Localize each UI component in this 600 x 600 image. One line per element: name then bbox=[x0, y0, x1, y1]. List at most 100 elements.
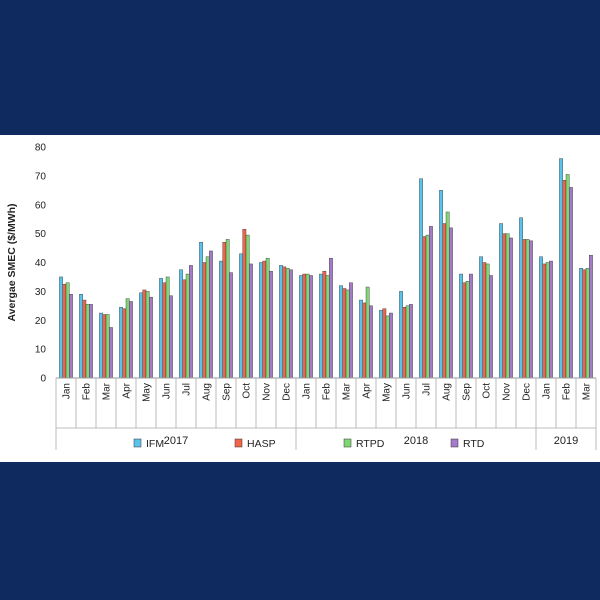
bar-rtd bbox=[129, 301, 133, 379]
bar-hasp bbox=[362, 302, 367, 379]
bar-ifm bbox=[99, 312, 103, 379]
bar-rtpd bbox=[545, 262, 550, 379]
bar-hasp bbox=[162, 282, 167, 379]
bar-hasp bbox=[502, 233, 507, 379]
bar-rtd bbox=[509, 237, 513, 379]
x-tick-label: Jul bbox=[182, 383, 193, 396]
legend-label-ifm: IFM bbox=[146, 438, 164, 450]
x-tick-label: Jul bbox=[422, 383, 433, 396]
bar-hasp bbox=[122, 308, 127, 379]
x-tick-label: Aug bbox=[202, 383, 213, 401]
bar-ifm bbox=[119, 307, 123, 379]
bar-rtd bbox=[329, 257, 333, 379]
legend-swatch-rtpd bbox=[343, 438, 352, 448]
bar-rtd bbox=[469, 273, 473, 379]
bar-rtd bbox=[589, 255, 593, 379]
bar-ifm bbox=[559, 158, 563, 379]
bar-rtpd bbox=[425, 234, 430, 379]
bar-rtd bbox=[69, 294, 73, 379]
year-label: 2018 bbox=[404, 435, 428, 447]
bar-ifm bbox=[419, 178, 423, 379]
x-tick-label: Nov bbox=[502, 383, 513, 401]
bar-hasp bbox=[302, 273, 307, 379]
x-tick-label: Oct bbox=[482, 383, 493, 399]
bar-rtpd bbox=[225, 239, 230, 379]
bar-rtpd bbox=[65, 282, 70, 379]
bar-hasp bbox=[102, 314, 107, 379]
bar-rtd bbox=[269, 270, 273, 379]
x-tick-label: Mar bbox=[102, 382, 113, 400]
bar-rtd bbox=[529, 240, 533, 379]
bar-rtpd bbox=[85, 304, 90, 379]
bar-rtpd bbox=[345, 289, 350, 379]
bar-ifm bbox=[439, 190, 443, 379]
x-tick-label: Mar bbox=[342, 382, 353, 400]
bar-rtpd bbox=[465, 281, 470, 379]
bar-ifm bbox=[159, 278, 163, 379]
y-tick-label: 70 bbox=[35, 171, 47, 182]
bar-ifm bbox=[499, 223, 503, 379]
bar-ifm bbox=[319, 273, 323, 379]
bar-hasp bbox=[342, 288, 347, 379]
bar-rtpd bbox=[285, 268, 290, 379]
x-tick-label: Oct bbox=[242, 383, 253, 399]
bar-rtpd bbox=[325, 275, 330, 379]
bar-hasp bbox=[222, 242, 227, 379]
bar-ifm bbox=[299, 275, 303, 379]
bar-rtpd bbox=[145, 291, 150, 379]
bar-rtpd bbox=[105, 314, 110, 379]
y-tick-label: 20 bbox=[35, 316, 47, 327]
bar-ifm bbox=[359, 299, 363, 379]
x-tick-label: Apr bbox=[122, 382, 133, 398]
bar-rtd bbox=[369, 305, 373, 379]
bar-ifm bbox=[239, 253, 243, 379]
bar-hasp bbox=[482, 262, 487, 379]
y-tick-label: 60 bbox=[35, 200, 47, 211]
bar-ifm bbox=[139, 292, 143, 379]
y-axis-title: Avergae SMEC ($/MWh) bbox=[6, 203, 18, 321]
bar-rtpd bbox=[565, 174, 570, 379]
year-label: 2017 bbox=[164, 435, 188, 447]
x-tick-label: Aug bbox=[442, 383, 453, 401]
bar-rtd bbox=[89, 304, 93, 379]
bar-hasp bbox=[202, 262, 207, 379]
bar-hasp bbox=[542, 263, 547, 379]
bar-hasp bbox=[382, 308, 387, 379]
legend-swatch-hasp bbox=[234, 438, 243, 448]
x-tick-label: Jan bbox=[542, 383, 553, 399]
bar-rtpd bbox=[165, 276, 170, 379]
x-tick-label: Apr bbox=[362, 382, 373, 398]
bar-rtd bbox=[229, 272, 233, 379]
bar-rtd bbox=[189, 265, 193, 379]
x-tick-label: Sep bbox=[462, 383, 473, 401]
legend-label-hasp: HASP bbox=[247, 438, 276, 450]
x-tick-label: Jun bbox=[162, 383, 173, 399]
bar-rtd bbox=[249, 263, 253, 379]
bar-rtd bbox=[349, 282, 353, 379]
bar-hasp bbox=[402, 307, 407, 379]
bar-ifm bbox=[539, 256, 543, 379]
bar-rtd bbox=[309, 275, 313, 379]
x-tick-label: Sep bbox=[222, 383, 233, 401]
bar-rtpd bbox=[485, 263, 490, 379]
bar-hasp bbox=[142, 289, 147, 379]
bar-rtd bbox=[169, 295, 173, 379]
bar-rtd bbox=[449, 227, 453, 379]
bar-ifm bbox=[579, 268, 583, 379]
bar-ifm bbox=[479, 256, 483, 379]
bar-ifm bbox=[279, 265, 283, 379]
y-tick-label: 80 bbox=[35, 143, 47, 154]
x-tick-label: Mar bbox=[582, 382, 593, 400]
legend-swatch-rtd bbox=[450, 438, 459, 448]
bar-hasp bbox=[562, 180, 567, 379]
bar-rtpd bbox=[245, 234, 250, 379]
year-label: 2019 bbox=[554, 435, 578, 447]
bar-rtpd bbox=[265, 257, 270, 379]
bar-rtpd bbox=[305, 273, 310, 379]
bar-rtpd bbox=[185, 273, 190, 379]
bar-hasp bbox=[82, 299, 87, 379]
bar-rtd bbox=[149, 296, 153, 379]
bar-rtd bbox=[109, 327, 113, 379]
bar-hasp bbox=[422, 236, 427, 379]
bar-rtpd bbox=[525, 239, 530, 379]
